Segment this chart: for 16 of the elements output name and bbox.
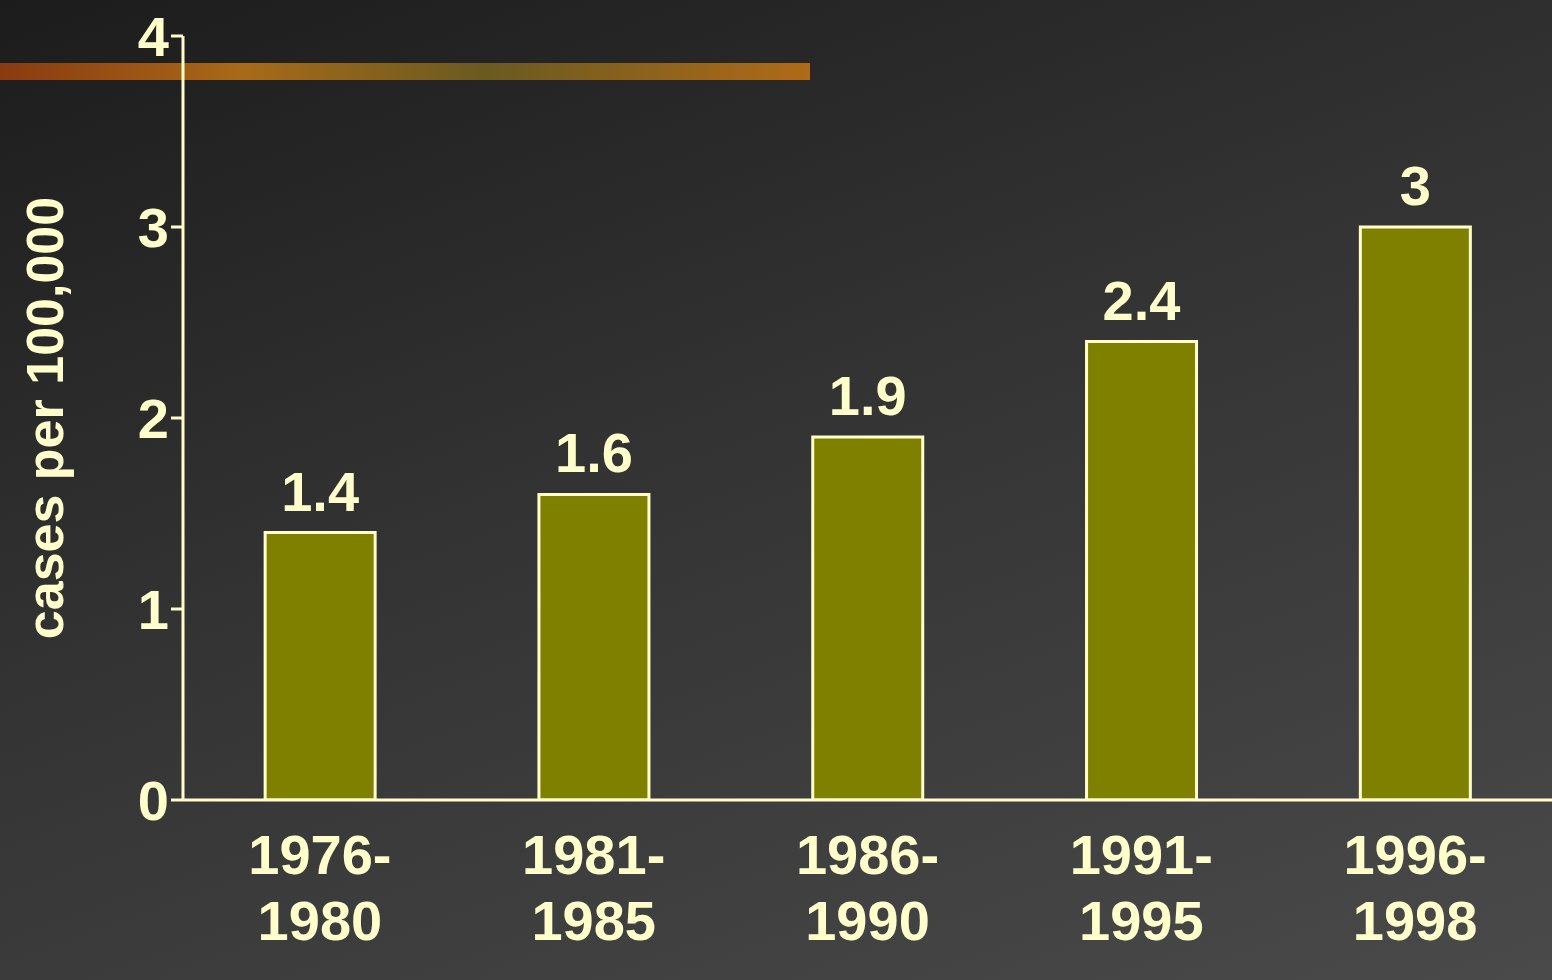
x-tick-label: 1991-1995 bbox=[1069, 823, 1213, 952]
y-tick-label: 3 bbox=[137, 195, 169, 259]
y-tick-label: 0 bbox=[137, 768, 169, 832]
y-tick-label: 2 bbox=[137, 386, 169, 450]
x-tick-label: 1986-1990 bbox=[795, 823, 940, 952]
y-tick-label: 1 bbox=[137, 577, 169, 641]
data-label: 3 bbox=[1399, 154, 1431, 217]
data-label: 2.4 bbox=[1102, 268, 1181, 332]
y-axis-title: cases per 100,000 bbox=[16, 196, 74, 640]
x-tick-label: 1976-1980 bbox=[248, 823, 392, 952]
y-tick-label: 4 bbox=[137, 4, 169, 68]
x-tick-label: 1996-1998 bbox=[1343, 823, 1487, 952]
x-tick-label: 1981-1985 bbox=[522, 823, 666, 952]
data-label: 1.9 bbox=[828, 364, 907, 428]
data-label: 1.6 bbox=[555, 421, 633, 485]
data-label: 1.4 bbox=[281, 459, 360, 523]
